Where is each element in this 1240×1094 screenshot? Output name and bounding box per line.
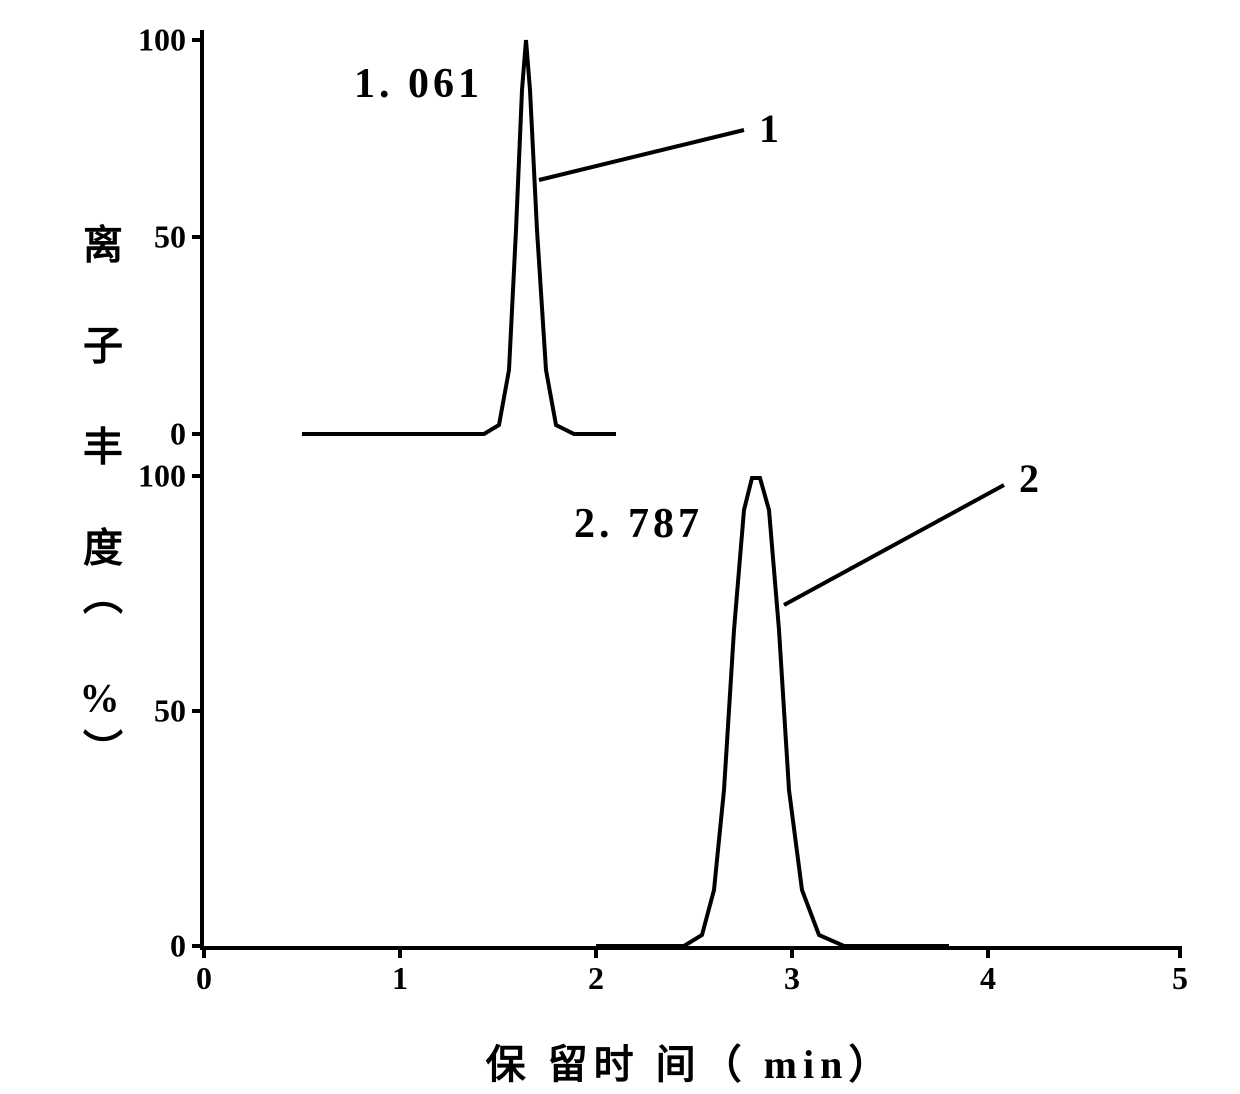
y-tick: [192, 474, 204, 478]
y-tick-label: 100: [138, 22, 186, 59]
x-tick-label: 3: [784, 960, 800, 997]
y-tick: [192, 432, 204, 436]
peak-2-rt-label: 2. 787: [574, 500, 703, 548]
y-tick-label: 0: [170, 928, 186, 965]
peak-2-callout: 2: [1019, 455, 1039, 502]
x-axis-title: 保 留时 间（ min）: [486, 1032, 895, 1090]
y-tick-label: 100: [138, 458, 186, 495]
x-tick-label: 5: [1172, 960, 1188, 997]
y-tick: [192, 235, 204, 239]
chromatogram-chart: 离 子 丰 度（ %） 100 50 0 100 50 0 0 1 2 3 4 …: [80, 20, 1210, 1060]
y-tick: [192, 38, 204, 42]
x-tick-label: 4: [980, 960, 996, 997]
plot-area: 100 50 0 100 50 0 0 1 2 3 4 5 1. 061: [200, 30, 1180, 950]
y-tick: [192, 709, 204, 713]
x-tick-label: 2: [588, 960, 604, 997]
x-tick-label: 0: [196, 960, 212, 997]
y-tick-label: 0: [170, 416, 186, 453]
y-tick-label: 50: [154, 219, 186, 256]
y-tick-label: 50: [154, 693, 186, 730]
y-axis-title: 离 子 丰 度（ %）: [70, 224, 128, 777]
x-tick-label: 1: [392, 960, 408, 997]
